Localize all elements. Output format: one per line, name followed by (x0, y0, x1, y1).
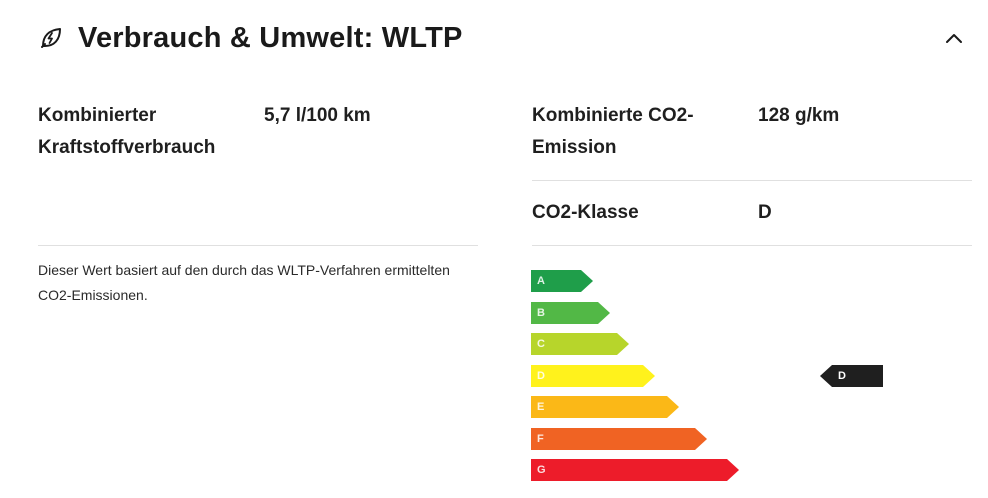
co2-class-bar-letter: G (537, 464, 546, 476)
co2-class-bar-letter: B (537, 306, 545, 319)
section-title: Verbrauch & Umwelt: WLTP (78, 21, 463, 54)
co2-emission-label: Kombinierte CO2- Emission (532, 100, 694, 164)
marker-tip (820, 365, 832, 387)
co2-class-label: CO2-Klasse (532, 202, 639, 223)
co2-class-bar-tip (667, 396, 679, 418)
section-header[interactable]: Verbrauch & Umwelt: WLTP (38, 16, 972, 60)
co2-class-bar-tip (581, 270, 593, 292)
co2-class-bar-body (531, 364, 643, 387)
co2-class-bar-letter: E (537, 401, 545, 413)
wltp-note: Dieser Wert basiert auf den durch das WL… (38, 258, 488, 308)
leaf-bolt-icon (38, 25, 64, 51)
co2-class-bar-tip (598, 301, 610, 324)
right-divider-1 (532, 180, 972, 181)
co2-class-bar-letter: F (537, 432, 544, 445)
co2-class-bar-letter: D (537, 369, 545, 382)
co2-class-bar-f: F (531, 427, 707, 450)
marker-body (832, 365, 883, 387)
co2-class-bar-c: C (531, 333, 629, 355)
co2-emission-label-line2: Emission (532, 137, 617, 158)
wltp-note-line2: CO2-Emissionen. (38, 287, 148, 303)
co2-class-bar-letter: C (537, 338, 545, 350)
co2-emission-label-line1: Kombinierte CO2- (532, 105, 694, 126)
co2-class-marker: D (820, 365, 883, 387)
co2-class-bar-body (531, 270, 581, 292)
co2-class-bar-a: A (531, 270, 593, 292)
co2-class-bar-letter: A (537, 275, 545, 287)
co2-class-bar-tip (643, 364, 655, 387)
fuel-consumption-label-line1: Kombinierter (38, 105, 157, 126)
co2-emission-value: 128 g/km (758, 105, 840, 126)
fuel-consumption-label: Kombinierter Kraftstoffverbrauch (38, 100, 215, 164)
co2-class-value: D (758, 202, 772, 223)
co2-class-bar-body (531, 459, 727, 481)
co2-class-bar-g: G (531, 459, 739, 481)
co2-class-bar-tip (617, 333, 629, 355)
co2-class-bar-tip (727, 459, 739, 481)
right-divider-2 (532, 245, 972, 246)
co2-class-bar-b: B (531, 301, 610, 324)
co2-class-bar-d: D (531, 364, 655, 387)
fuel-consumption-label-line2: Kraftstoffverbrauch (38, 137, 216, 158)
co2-class-bar-body (531, 427, 695, 450)
chevron-up-icon[interactable] (942, 26, 966, 50)
fuel-consumption-value: 5,7 l/100 km (264, 105, 371, 126)
wltp-note-line1: Dieser Wert basiert auf den durch das WL… (38, 262, 450, 278)
left-divider (38, 245, 478, 246)
marker-letter: D (838, 370, 846, 382)
co2-class-bar-body (531, 396, 667, 418)
co2-class-bar-body (531, 333, 617, 355)
co2-class-bar-tip (695, 427, 707, 450)
co2-class-bar-body (531, 301, 598, 324)
co2-class-bar-e: E (531, 396, 679, 418)
